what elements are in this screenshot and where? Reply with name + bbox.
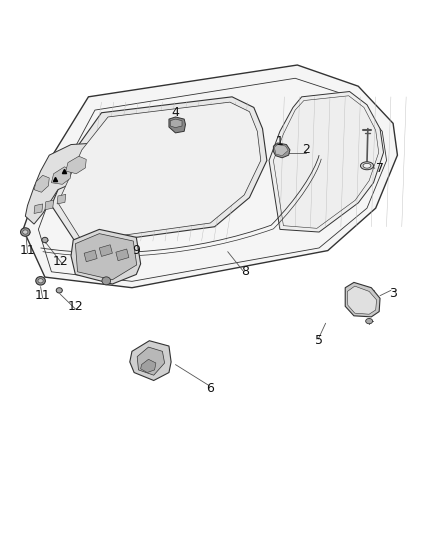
Text: 7: 7 <box>376 162 384 175</box>
Text: 5: 5 <box>315 334 323 347</box>
Polygon shape <box>58 102 261 241</box>
Text: 2: 2 <box>302 143 310 156</box>
Polygon shape <box>51 167 71 184</box>
Text: 11: 11 <box>35 289 51 302</box>
Text: 12: 12 <box>67 300 83 313</box>
Polygon shape <box>141 359 156 373</box>
Polygon shape <box>130 341 171 381</box>
Polygon shape <box>169 117 185 133</box>
Text: 3: 3 <box>389 287 397 300</box>
Ellipse shape <box>21 228 30 236</box>
Ellipse shape <box>360 162 374 169</box>
Polygon shape <box>34 204 43 214</box>
Text: 11: 11 <box>20 244 35 257</box>
Polygon shape <box>116 249 129 261</box>
Ellipse shape <box>366 318 373 324</box>
Polygon shape <box>34 175 49 192</box>
Ellipse shape <box>102 277 111 285</box>
Text: 9: 9 <box>132 244 140 257</box>
Polygon shape <box>345 282 380 317</box>
Ellipse shape <box>38 279 43 283</box>
Text: 8: 8 <box>241 265 249 278</box>
Polygon shape <box>84 250 97 262</box>
Polygon shape <box>23 65 397 288</box>
Polygon shape <box>269 92 384 232</box>
Ellipse shape <box>363 164 371 168</box>
Polygon shape <box>99 245 113 256</box>
Polygon shape <box>347 286 377 314</box>
Polygon shape <box>274 144 288 156</box>
Ellipse shape <box>36 277 46 285</box>
Ellipse shape <box>42 237 48 243</box>
Polygon shape <box>57 195 66 204</box>
Polygon shape <box>273 143 290 158</box>
Polygon shape <box>137 347 165 375</box>
Polygon shape <box>45 200 53 210</box>
Text: 4: 4 <box>172 106 180 119</box>
Polygon shape <box>25 143 97 224</box>
Text: 1: 1 <box>276 135 284 148</box>
Polygon shape <box>170 119 182 127</box>
Ellipse shape <box>23 230 28 234</box>
Text: 6: 6 <box>206 382 214 395</box>
Polygon shape <box>75 233 137 280</box>
Text: 12: 12 <box>52 255 68 268</box>
Polygon shape <box>66 156 86 174</box>
Polygon shape <box>51 97 267 245</box>
Polygon shape <box>71 229 141 284</box>
Ellipse shape <box>56 288 62 293</box>
